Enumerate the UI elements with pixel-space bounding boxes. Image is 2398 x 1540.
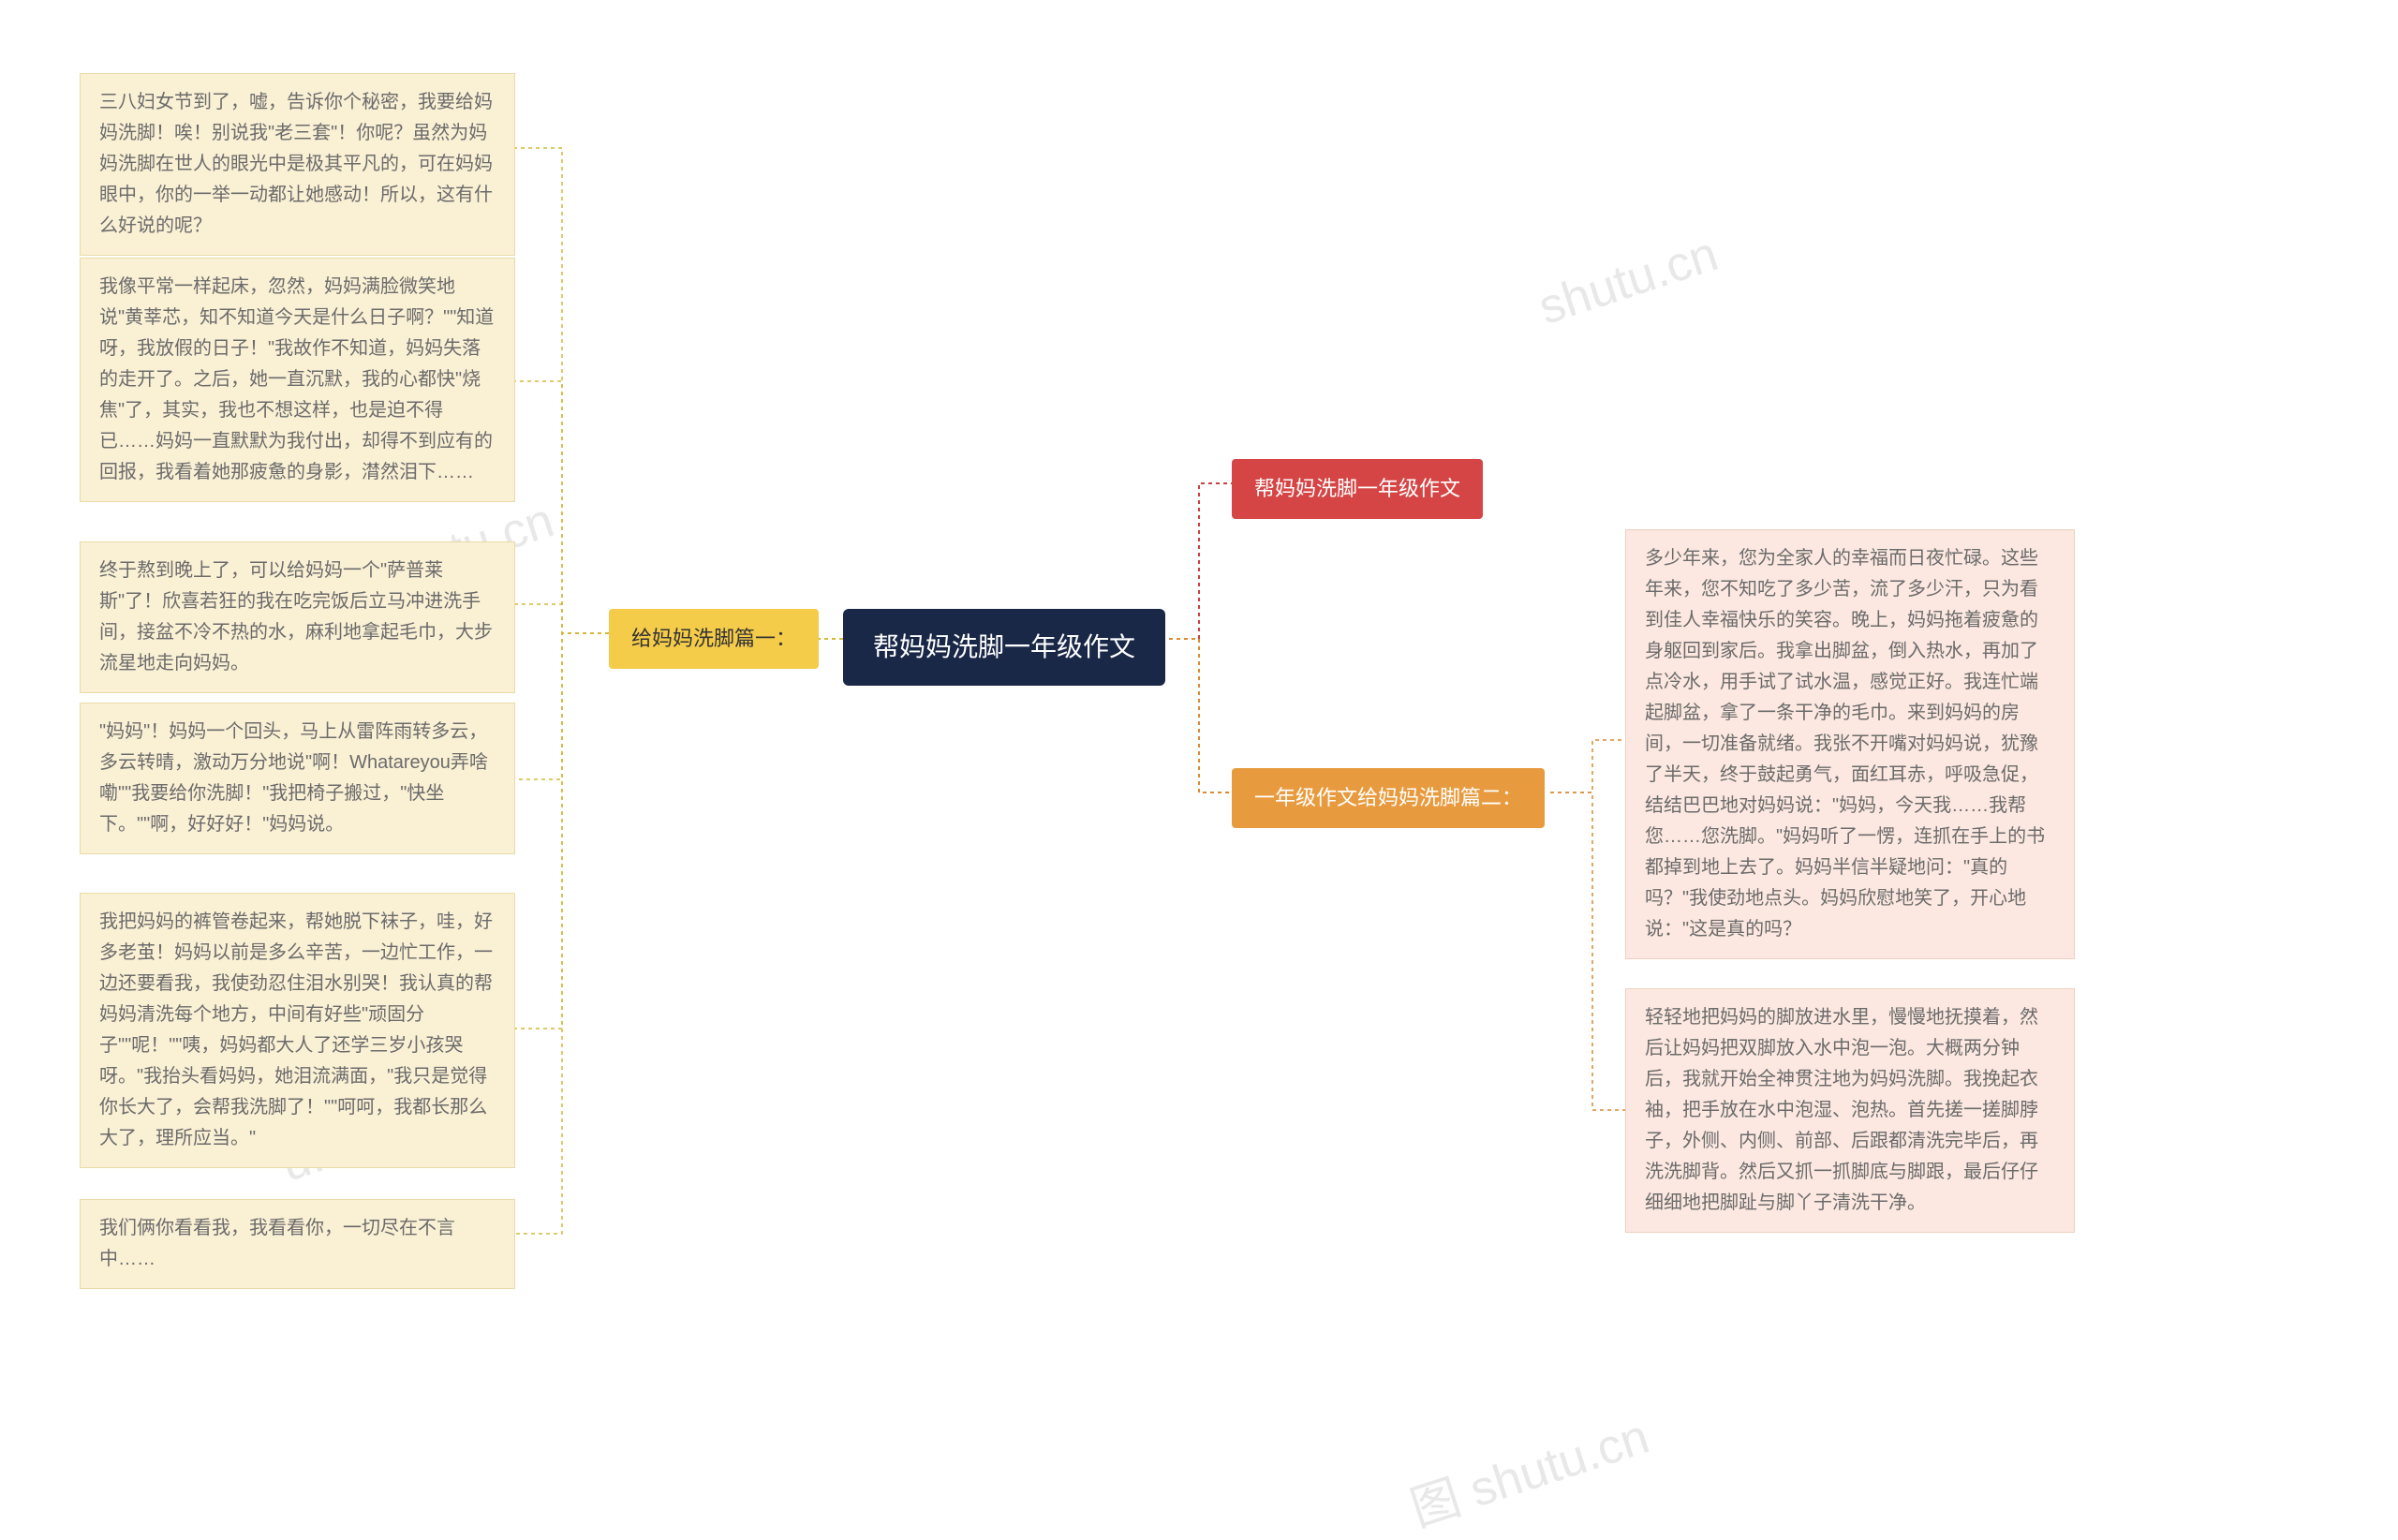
leaf-left-5[interactable]: 我们俩你看看我，我看看你，一切尽在不言中……: [80, 1199, 515, 1289]
branch-right-top[interactable]: 帮妈妈洗脚一年级作文: [1232, 459, 1483, 519]
watermark: 图 shutu.cn: [1400, 1397, 1656, 1540]
leaf-right-0[interactable]: 多少年来，您为全家人的幸福而日夜忙碌。这些年来，您不知吃了多少苦，流了多少汗，只…: [1625, 529, 2075, 959]
leaf-left-0[interactable]: 三八妇女节到了，嘘，告诉你个秘密，我要给妈妈洗脚！唉！别说我"老三套"！你呢？虽…: [80, 73, 515, 256]
leaf-left-1[interactable]: 我像平常一样起床，忽然，妈妈满脸微笑地说"黄莘芯，知不知道今天是什么日子啊？""…: [80, 258, 515, 502]
leaf-left-4[interactable]: 我把妈妈的裤管卷起来，帮她脱下袜子，哇，好多老茧！妈妈以前是多么辛苦，一边忙工作…: [80, 893, 515, 1168]
leaf-left-3[interactable]: "妈妈"！妈妈一个回头，马上从雷阵雨转多云，多云转晴，激动万分地说"啊！What…: [80, 703, 515, 854]
branch-left[interactable]: 给妈妈洗脚篇一：: [609, 609, 819, 669]
branch-right-bottom[interactable]: 一年级作文给妈妈洗脚篇二：: [1232, 768, 1545, 828]
mindmap-center[interactable]: 帮妈妈洗脚一年级作文: [843, 609, 1165, 686]
watermark: shutu.cn: [1532, 226, 1724, 336]
leaf-left-2[interactable]: 终于熬到晚上了，可以给妈妈一个"萨普莱斯"了！欣喜若狂的我在吃完饭后立马冲进洗手…: [80, 541, 515, 693]
leaf-right-1[interactable]: 轻轻地把妈妈的脚放进水里，慢慢地抚摸着，然后让妈妈把双脚放入水中泡一泡。大概两分…: [1625, 988, 2075, 1233]
